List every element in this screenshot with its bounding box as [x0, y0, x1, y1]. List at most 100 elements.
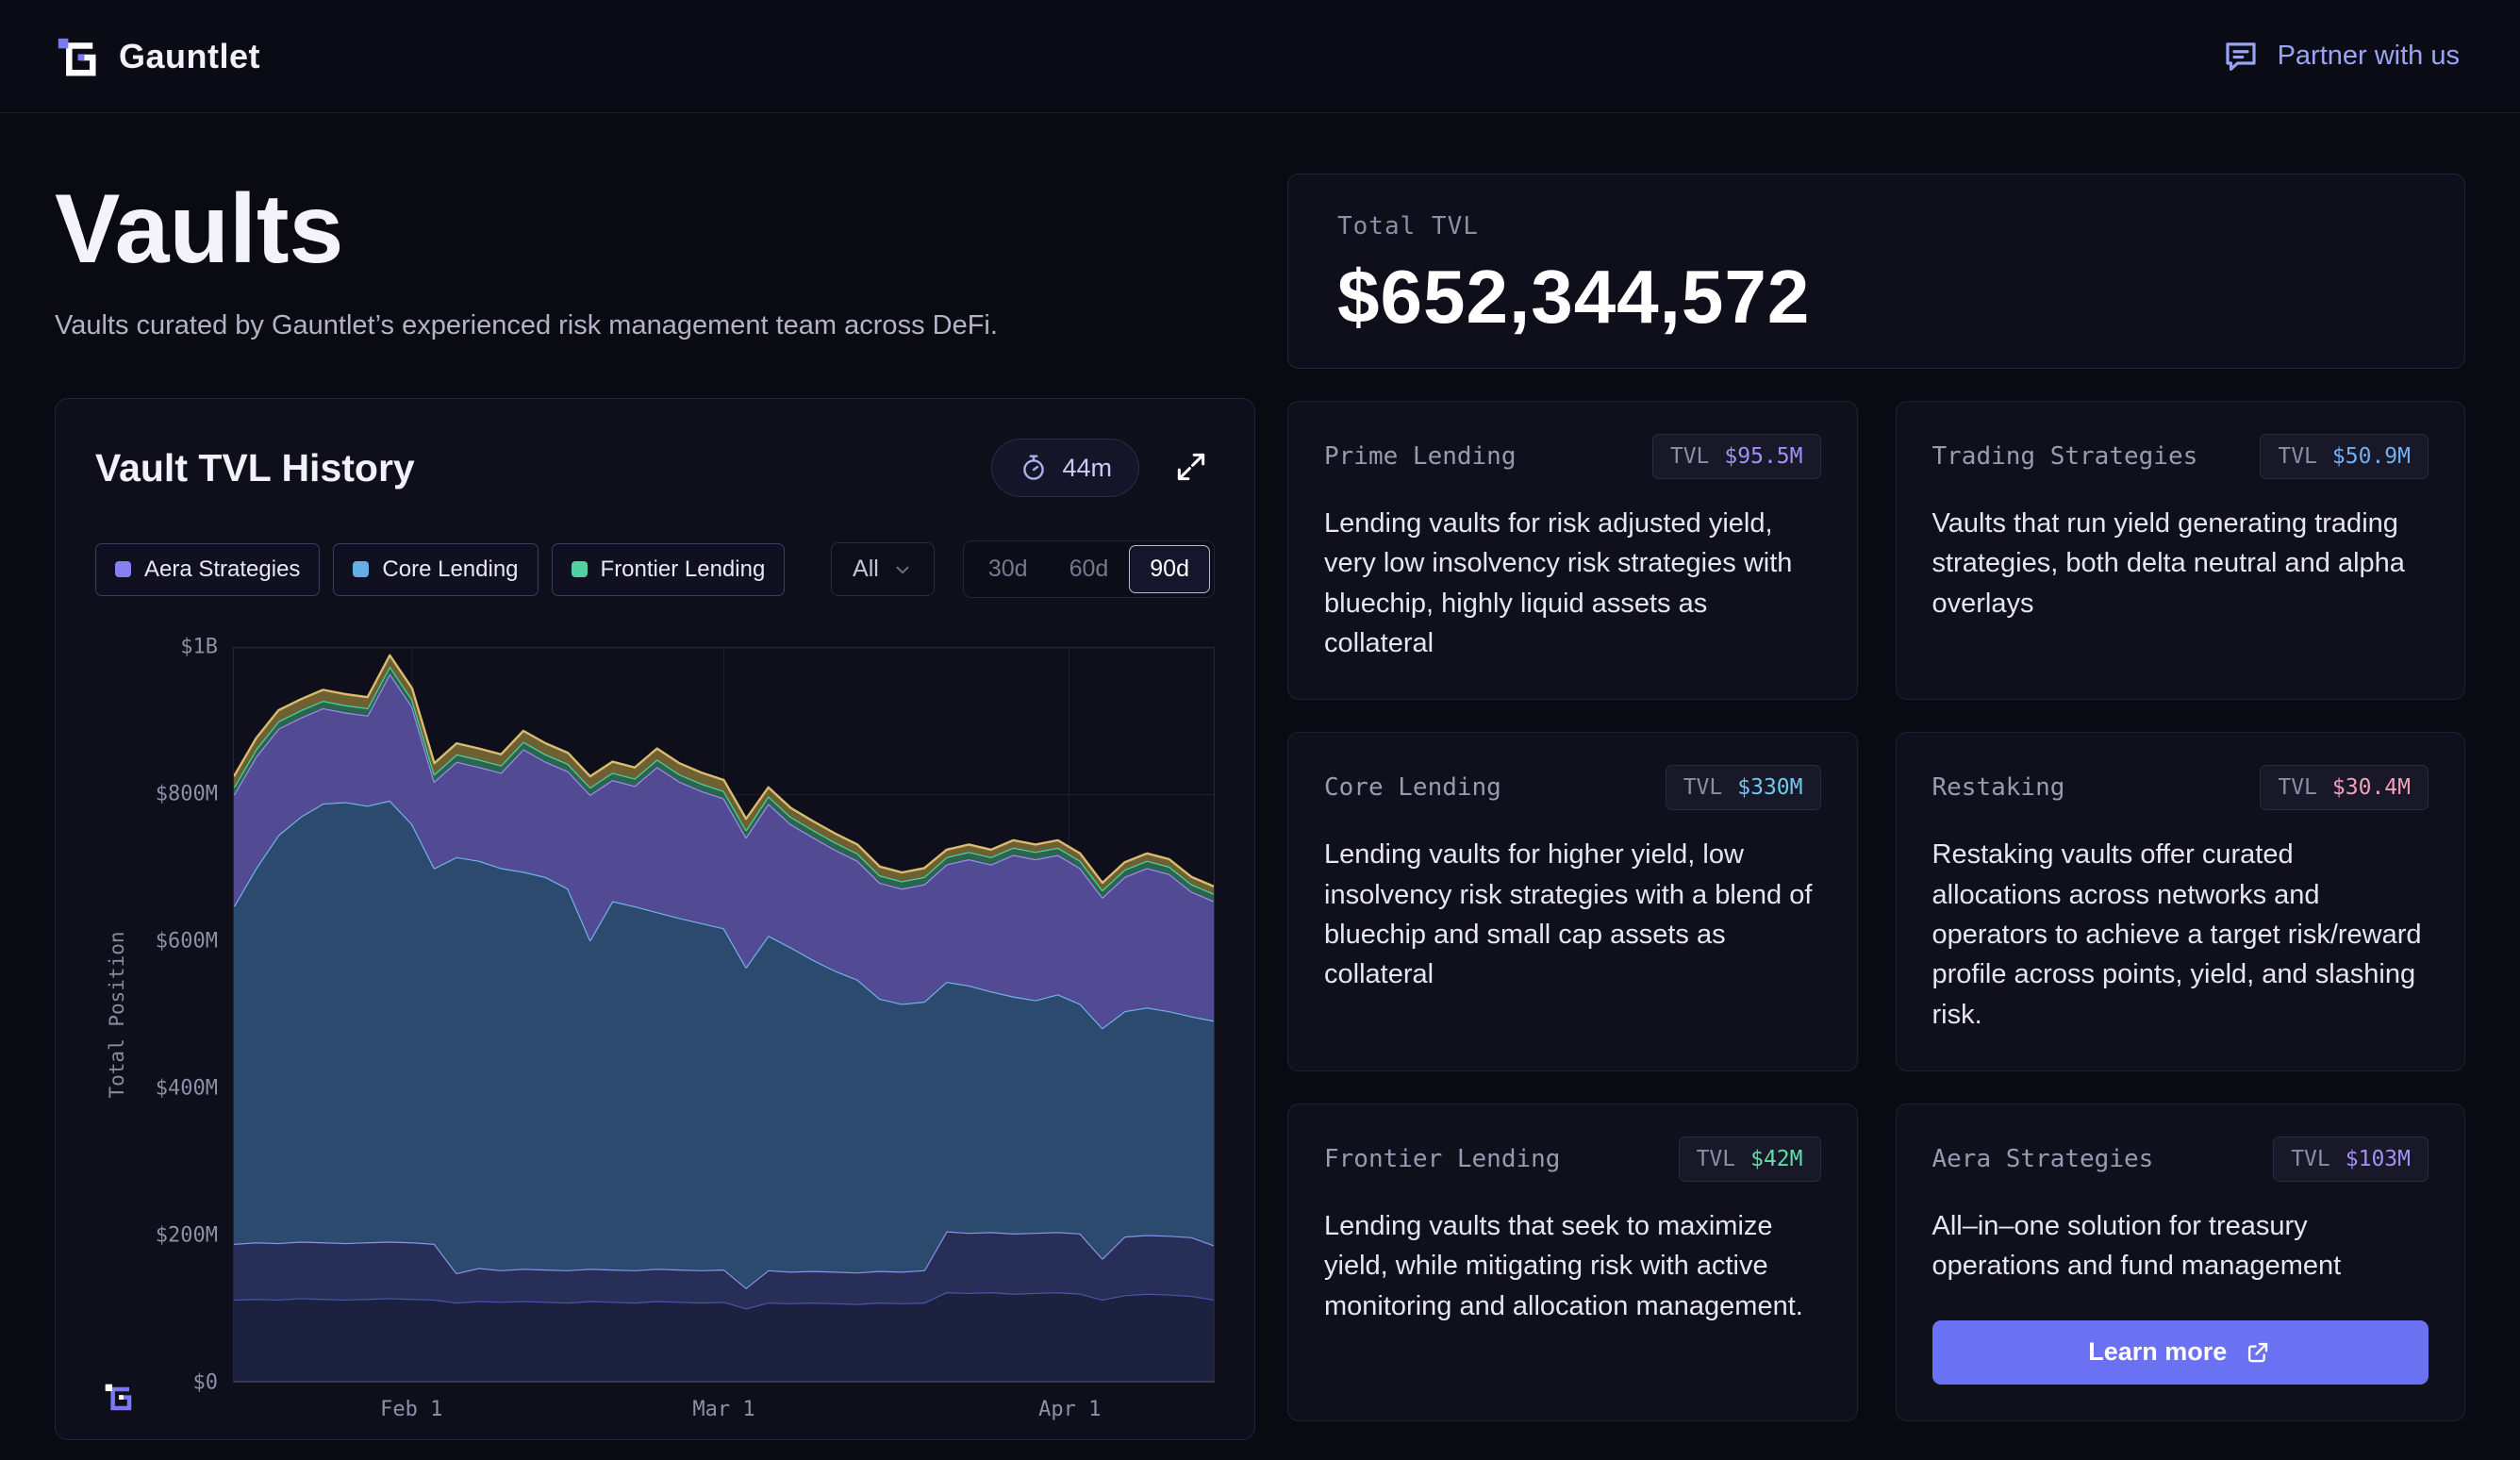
range-button-30d[interactable]: 30d: [968, 545, 1049, 593]
chart-controls: Aera Strategies Core Lending Frontier Lend…: [95, 540, 1215, 598]
tvl-badge-label: TVL: [2291, 1146, 2330, 1171]
category-description: Lending vaults for higher yield, low ins…: [1324, 839, 1813, 990]
tvl-badge-value: $30.4M: [2331, 775, 2411, 801]
tvl-badge: TVL $50.9M: [2260, 434, 2429, 479]
y-tick-label: $400M: [155, 1076, 218, 1101]
category-description: All–in–one solution for treasury operati…: [1931, 1210, 2342, 1282]
chart-card-title: Vault TVL History: [95, 445, 415, 489]
y-axis-labels: $0 $200M $400M $600M $800M $1B: [139, 636, 233, 1395]
range-button-60d[interactable]: 60d: [1049, 545, 1130, 593]
category-card-header: Core Lending TVL $330M: [1324, 765, 1821, 811]
chart-area: Total Position $0 $200M $400M $600M $800M $1B: [95, 636, 1215, 1395]
category-card-aera-strategies: Aera Strategies TVL $103M All–in–one soluti…: [1895, 1103, 2465, 1421]
y-tick-label: $200M: [155, 1223, 218, 1248]
category-card-header: Aera Strategies TVL $103M: [1932, 1136, 2429, 1182]
legend-swatch: [571, 561, 588, 577]
category-card-header: Trading Strategies TVL $50.9M: [1932, 434, 2429, 479]
x-tick-label: Apr 1: [1038, 1398, 1102, 1421]
tvl-badge-value: $95.5M: [1724, 444, 1803, 469]
category-title: Restaking: [1931, 773, 2065, 803]
tvl-badge: TVL $103M: [2273, 1136, 2429, 1182]
category-title: Core Lending: [1324, 773, 1501, 803]
tvl-badge-label: TVL: [2278, 775, 2317, 801]
brand-name: Gauntlet: [119, 36, 261, 75]
legend-label: Aera Strategies: [144, 556, 301, 582]
page-title: Vaults: [55, 174, 344, 284]
series-filter-dropdown[interactable]: All: [831, 542, 935, 596]
y-axis-title: Total Position: [106, 931, 128, 1099]
tvl-badge-label: TVL: [1669, 444, 1710, 469]
page-subtitle: Vaults curated by Gauntlet’s experienced…: [55, 310, 998, 340]
time-range-selector: 30d 60d 90d: [962, 540, 1215, 598]
legend-label: Core Lending: [382, 556, 519, 582]
partner-with-us-label: Partner with us: [2277, 41, 2460, 71]
total-tvl-label: Total TVL: [1337, 212, 1479, 241]
refresh-timer-value: 44m: [1062, 453, 1112, 482]
chart-legend: Aera Strategies Core Lending Frontier Lend…: [95, 542, 786, 596]
category-card-core-lending: Core Lending TVL $330M Lending vaults for h…: [1287, 732, 1858, 1071]
refresh-timer-badge[interactable]: 44m: [991, 439, 1139, 497]
main-content: Vaults Vaults curated by Gauntlet’s expe…: [0, 113, 2520, 1440]
category-card-restaking: Restaking TVL $30.4M Restaking vaults offer…: [1895, 732, 2465, 1071]
category-description: Restaking vaults offer curated allocatio…: [1931, 839, 2422, 1030]
category-card-prime-lending: Prime Lending TVL $95.5M Lending vaults for…: [1287, 401, 1858, 701]
tvl-badge-label: TVL: [2278, 444, 2317, 469]
legend-chip-core-lending[interactable]: Core Lending: [333, 542, 539, 596]
expand-chart-button[interactable]: [1168, 443, 1215, 493]
total-tvl-value: $652,344,572: [1337, 255, 1811, 339]
y-tick-label: $800M: [155, 782, 218, 806]
y-axis-title-column: Total Position: [95, 647, 139, 1383]
legend-chip-aera-strategies[interactable]: Aera Strategies: [95, 542, 321, 596]
gauntlet-logo-icon: [58, 38, 96, 76]
category-grid: Prime Lending TVL $95.5M Lending vaults for…: [1287, 401, 2465, 1421]
tvl-area-chart: [234, 648, 1214, 1382]
category-title: Frontier Lending: [1324, 1144, 1561, 1173]
legend-label: Frontier Lending: [600, 556, 766, 582]
gauntlet-watermark: [103, 1382, 133, 1417]
y-tick-label: $600M: [155, 929, 218, 954]
category-card-header: Prime Lending TVL $95.5M: [1324, 434, 1821, 479]
chevron-down-icon: [896, 566, 909, 573]
tvl-badge-value: $103M: [2345, 1146, 2411, 1171]
gauntlet-watermark-icon: [105, 1384, 132, 1411]
legend-chip-frontier-lending[interactable]: Frontier Lending: [551, 542, 786, 596]
series-filter-value: All: [853, 556, 879, 582]
x-tick-label: Mar 1: [692, 1398, 755, 1421]
category-card-frontier-lending: Frontier Lending TVL $42M Lending vaults th…: [1287, 1103, 1858, 1421]
expand-icon: [1177, 453, 1205, 480]
external-link-icon: [2248, 1342, 2268, 1362]
category-description: Lending vaults for risk adjusted yield, …: [1324, 508, 1793, 658]
chart-plot[interactable]: [233, 647, 1215, 1383]
y-tick-label: $1B: [180, 635, 218, 659]
tvl-badge: TVL $42M: [1678, 1136, 1821, 1182]
learn-more-button[interactable]: Learn more: [1931, 1319, 2429, 1385]
range-button-90d[interactable]: 90d: [1129, 545, 1210, 593]
category-title: Trading Strategies: [1931, 442, 2198, 471]
category-card-header: Restaking TVL $30.4M: [1931, 765, 2429, 811]
category-card-trading-strategies: Trading Strategies TVL $50.9M Vaults that r…: [1895, 401, 2465, 701]
x-axis-labels: Feb 1 Mar 1 Apr 1: [233, 1383, 1215, 1426]
tvl-badge-label: TVL: [1696, 1146, 1736, 1171]
category-card-header: Frontier Lending TVL $42M: [1324, 1136, 1821, 1182]
category-description: Vaults that run yield generating trading…: [1931, 508, 2405, 619]
chart-card-header: Vault TVL History 44m: [95, 439, 1215, 497]
tvl-badge: TVL $30.4M: [2260, 765, 2429, 811]
tvl-badge-label: TVL: [1683, 775, 1723, 801]
left-column: Vaults Vaults curated by Gauntlet’s expe…: [55, 174, 1255, 1440]
tvl-badge: TVL $95.5M: [1651, 434, 1821, 479]
tvl-badge-value: $42M: [1750, 1146, 1803, 1171]
total-tvl-card: Total TVL $652,344,572: [1287, 174, 2465, 369]
top-navbar: Gauntlet Partner with us: [0, 0, 2520, 113]
category-title: Aera Strategies: [1931, 1144, 2154, 1173]
brand[interactable]: Gauntlet: [55, 35, 260, 78]
chart-filters: All 30d 60d 90d: [831, 540, 1215, 598]
category-description: Lending vaults that seek to maximize yie…: [1324, 1210, 1803, 1321]
right-column: Total TVL $652,344,572 Prime Lending TVL $…: [1287, 174, 2465, 1440]
learn-more-label: Learn more: [2088, 1337, 2228, 1367]
tvl-badge-value: $50.9M: [2331, 444, 2411, 469]
chat-icon: [2226, 41, 2256, 71]
tvl-badge: TVL $330M: [1665, 765, 1821, 811]
x-tick-label: Feb 1: [380, 1398, 443, 1421]
partner-with-us-button[interactable]: Partner with us: [2215, 36, 2465, 77]
category-title: Prime Lending: [1324, 442, 1517, 471]
